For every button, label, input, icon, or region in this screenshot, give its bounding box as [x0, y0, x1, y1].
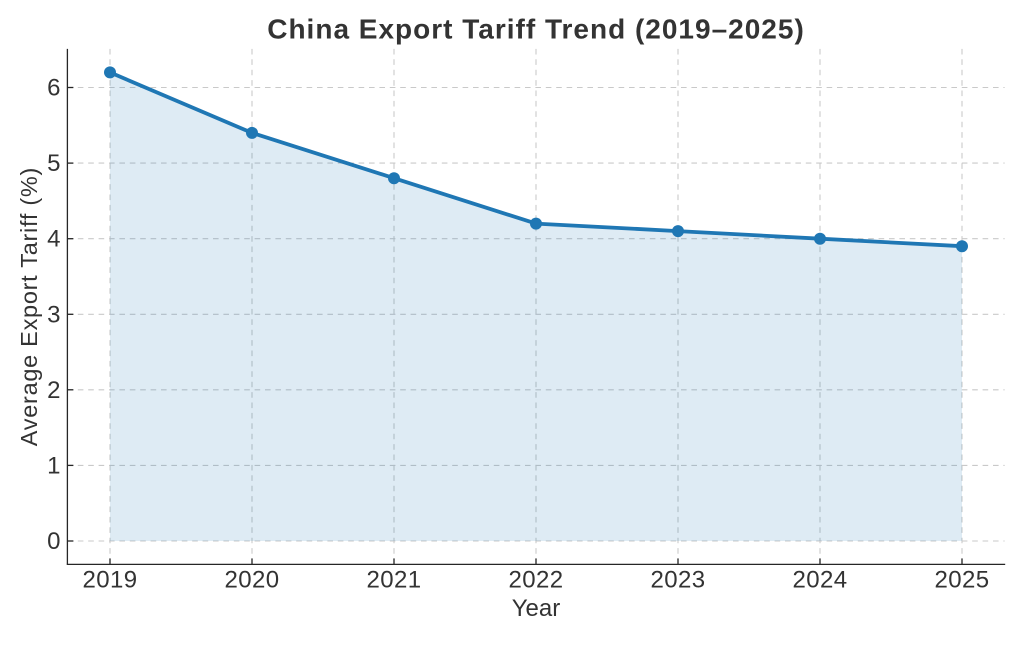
- svg-text:Year: Year: [512, 595, 561, 622]
- svg-text:4: 4: [47, 226, 60, 253]
- svg-text:2020: 2020: [225, 567, 280, 594]
- svg-text:Average Export Tariff (%): Average Export Tariff (%): [16, 167, 42, 446]
- svg-text:3: 3: [47, 301, 60, 328]
- svg-text:China Export Tariff Trend (201: China Export Tariff Trend (2019–2025): [267, 14, 805, 45]
- svg-text:5: 5: [47, 150, 60, 177]
- svg-text:0: 0: [47, 528, 60, 555]
- svg-text:2025: 2025: [935, 567, 990, 594]
- svg-text:1: 1: [47, 452, 60, 479]
- svg-text:2024: 2024: [793, 567, 848, 594]
- svg-text:2023: 2023: [651, 567, 706, 594]
- svg-text:6: 6: [47, 75, 60, 102]
- svg-text:2022: 2022: [509, 567, 564, 594]
- svg-text:2019: 2019: [83, 567, 138, 594]
- svg-text:2: 2: [47, 377, 60, 404]
- svg-text:2021: 2021: [367, 567, 422, 594]
